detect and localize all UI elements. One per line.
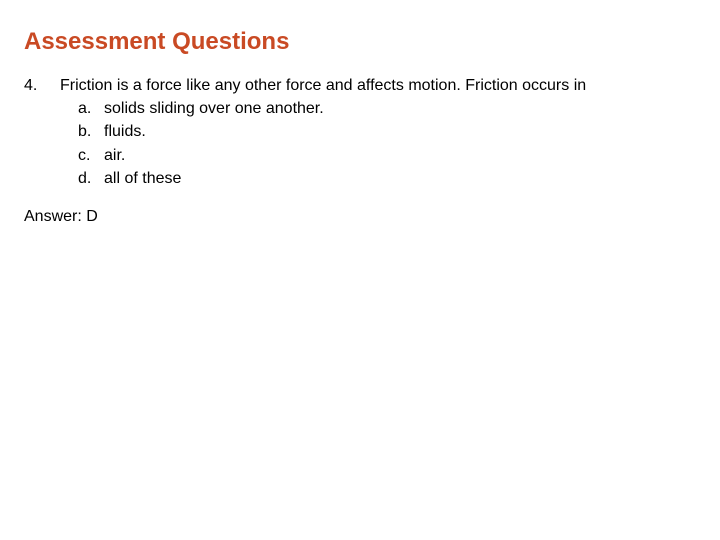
option-letter: a. [78,97,104,120]
option-text: fluids. [104,120,146,143]
question-body: Friction is a force like any other force… [60,74,696,190]
option-item: b. fluids. [78,120,696,143]
option-text: all of these [104,167,181,190]
options-list: a. solids sliding over one another. b. f… [60,97,696,190]
page-title: Assessment Questions [24,28,696,56]
option-letter: c. [78,144,104,167]
answer-label: Answer: D [24,208,696,226]
question-number: 4. [24,74,60,190]
option-item: c. air. [78,144,696,167]
option-letter: d. [78,167,104,190]
option-text: air. [104,144,125,167]
option-text: solids sliding over one another. [104,97,324,120]
option-item: d. all of these [78,167,696,190]
question-stem: Friction is a force like any other force… [60,74,696,97]
option-item: a. solids sliding over one another. [78,97,696,120]
question-block: 4. Friction is a force like any other fo… [24,74,696,190]
option-letter: b. [78,120,104,143]
